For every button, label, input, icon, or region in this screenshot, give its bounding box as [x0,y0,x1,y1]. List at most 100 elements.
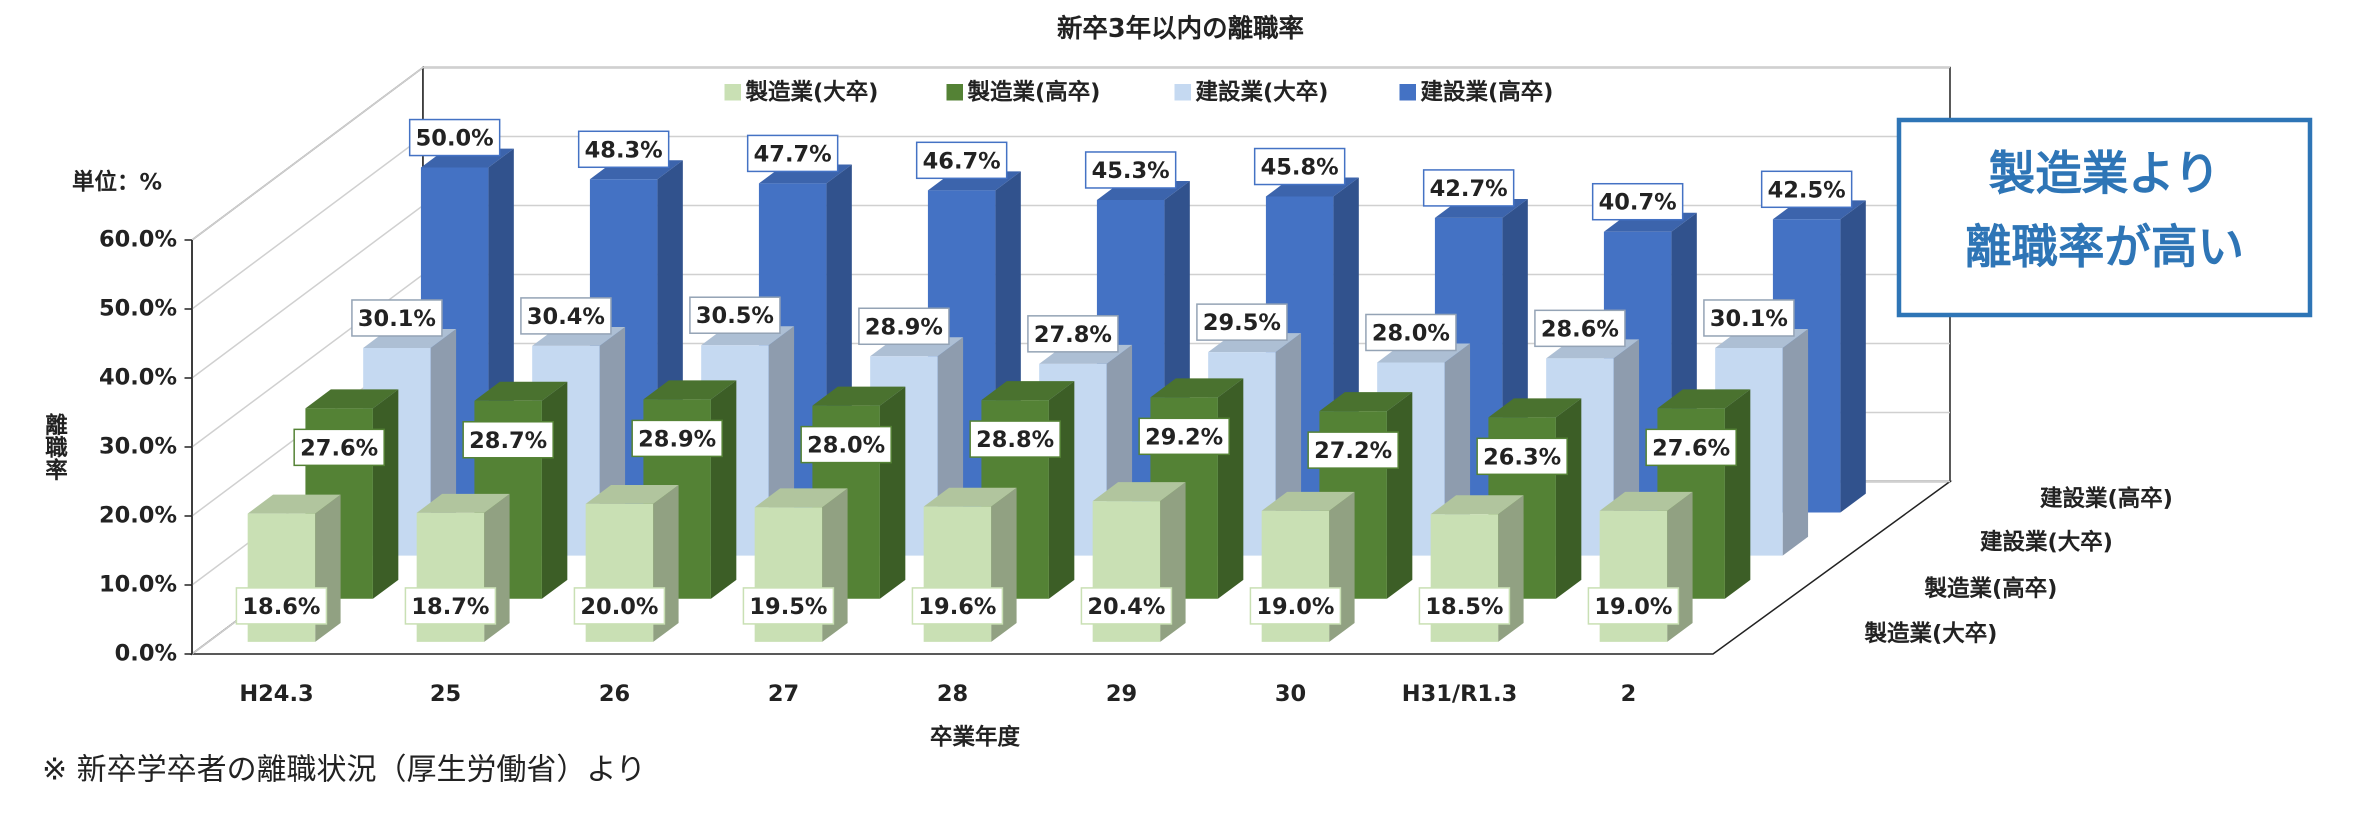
bar-side [1217,378,1244,599]
data-label-box [1080,587,1173,625]
data-label-text: 28.0% [807,433,885,459]
data-label-box [746,134,839,173]
bar-side [1724,389,1751,599]
footnote: ※ 新卒学卒者の離職状況（厚生労働省）より [42,752,646,787]
data-label: 18.5% [1418,587,1511,625]
data-label-box [573,587,666,625]
data-label-text: 27.6% [300,435,378,461]
data-label: 28.7% [462,421,554,459]
data-label: 19.6% [911,587,1004,625]
data-label-text: 19.5% [749,594,827,620]
grid-line [191,66,1950,241]
bar-side [1782,329,1809,556]
x-tick-label: H24.3 [239,681,313,707]
x-tick-label: 30 [1275,681,1306,707]
data-label-box [915,141,1008,180]
data-label-box [577,130,670,169]
data-label: 28.0% [800,425,892,464]
data-label-box [911,587,1004,625]
data-label-text: 45.8% [1261,155,1339,181]
data-label-box [520,297,612,335]
data-label-text: 18.5% [1425,594,1503,620]
legend-label: 建設業(大卒) [1195,78,1328,105]
data-label-box [404,587,497,625]
data-label-box [1534,309,1626,348]
bar-top [305,389,399,409]
y-tick-label: 10.0% [99,571,177,597]
data-label-box [1307,431,1399,469]
data-label: 19.5% [742,587,835,625]
bar-side [879,386,906,599]
data-label-text: 28.9% [638,426,716,452]
data-label-text: 28.7% [469,428,547,454]
data-label-box [1645,428,1737,467]
data-label-box [1587,587,1680,625]
bar-top [981,381,1075,401]
bar-side [1840,200,1866,513]
data-label: 42.7% [1422,169,1515,207]
bar-top [923,487,1017,507]
data-label-text: 18.7% [411,594,489,620]
data-label-box [1422,169,1515,207]
data-label-box [293,428,385,467]
depth-axis-label: 製造業(高卒) [1923,575,2057,602]
bar-side [710,380,737,599]
legend-swatch [1174,83,1191,101]
data-label: 28.9% [631,419,723,458]
data-label-text: 45.3% [1092,158,1170,184]
x-tick-label: 25 [430,681,461,707]
chart-title: 新卒3年以内の離職率 [1057,14,1304,44]
data-label: 48.3% [577,130,670,169]
data-label: 50.0% [408,118,501,157]
bars: 50.0% 48.3% 47.7% 46.7% 45.3% 45.8% 42.7% 40.7%… [235,118,1866,642]
data-label: 27.6% [293,428,385,467]
data-label-text: 30.1% [358,306,436,332]
data-label: 27.6% [1645,428,1737,467]
data-label-text: 46.7% [923,148,1001,174]
legend-swatch [1399,83,1416,101]
data-label-box [858,307,950,346]
data-label: 29.2% [1138,417,1230,456]
data-label-box [1476,437,1568,476]
data-label-box [1138,417,1230,456]
data-label-text: 28.8% [976,427,1054,453]
data-label-box [1703,299,1795,337]
data-label-text: 29.2% [1145,424,1223,450]
data-label-text: 50.0% [416,126,494,152]
legend-swatch [724,83,742,101]
data-label: 42.5% [1760,170,1853,209]
data-label: 28.0% [1365,313,1457,352]
bar-side [1555,398,1582,599]
data-label-box [1084,151,1177,189]
data-label: 45.3% [1084,151,1177,189]
bar-top [247,494,341,514]
data-label-text: 27.8% [1034,322,1112,348]
data-label: 27.2% [1307,431,1399,469]
data-label: 28.6% [1534,309,1626,348]
bar-top [1488,398,1582,418]
y-tick-label: 50.0% [99,295,177,321]
data-label-text: 19.6% [918,594,996,620]
data-label: 26.3% [1476,437,1568,476]
x-axis-title: 卒業年度 [930,723,1020,750]
y-tick-label: 20.0% [99,502,177,528]
bar-top [1657,389,1751,409]
data-label-box [351,299,443,337]
data-label-box [462,421,554,459]
bar-top [812,386,906,406]
data-label-box [1196,303,1288,341]
legend-label: 製造業(大卒) [745,78,879,105]
data-label-text: 28.6% [1541,316,1619,342]
data-label-text: 30.5% [696,303,774,329]
bar-top [754,488,848,508]
data-label-text: 30.1% [1710,306,1788,332]
data-label: 19.0% [1587,587,1680,625]
data-label-box [1418,587,1511,625]
data-label: 30.5% [689,296,781,334]
data-label-box [969,420,1061,458]
data-label-box [1027,315,1119,353]
data-label: 28.8% [969,420,1061,458]
data-label: 20.0% [573,587,666,625]
data-label: 20.4% [1080,587,1173,625]
